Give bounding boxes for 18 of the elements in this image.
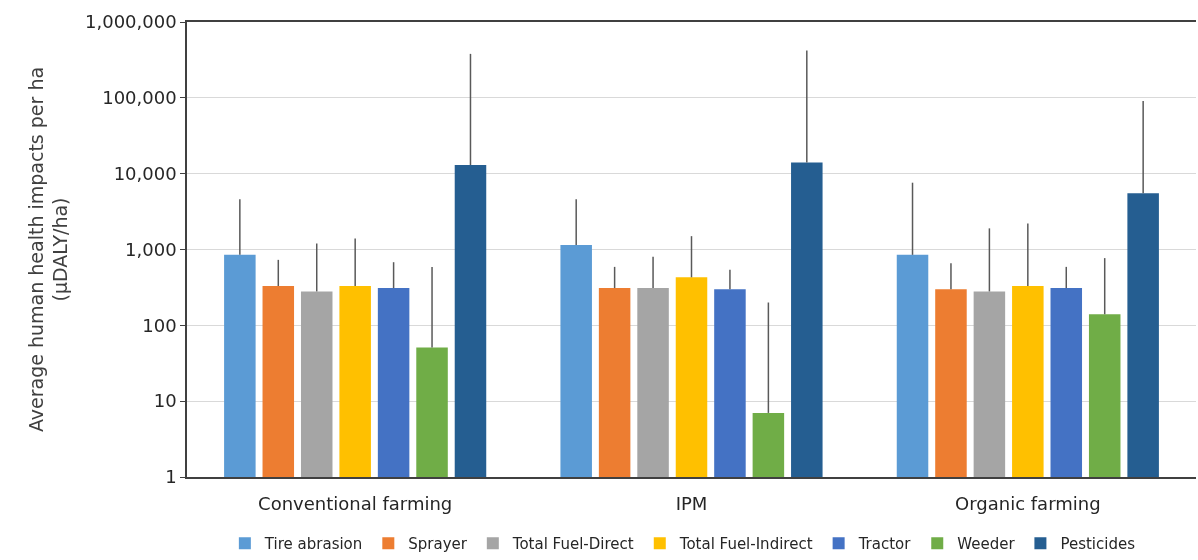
y-tick-label: 100,000 [102, 87, 177, 109]
x-tick-label: Conventional farming [258, 493, 453, 515]
legend-label: Total Fuel-Indirect [678, 535, 813, 554]
y-tick-label: 1 [165, 466, 177, 488]
legend-label: Weeder [957, 535, 1016, 554]
y-tick-label: 1,000 [125, 238, 177, 260]
legend-label: Tire abrasion [263, 535, 363, 554]
legend-label: Sprayer [408, 535, 468, 554]
y-axis-title: Average human health impacts per ha (µDALY/ha) [24, 66, 72, 433]
x-tick-label: IPM [675, 493, 708, 515]
y-tick-label: 10,000 [113, 162, 177, 184]
y-tick-label: 1,000,000 [85, 11, 177, 33]
legend-label: Pesticides [1060, 535, 1136, 554]
x-tick-label: Organic farming [955, 493, 1101, 515]
y-tick-label: 100 [142, 314, 177, 336]
y-tick-label: 10 [153, 390, 177, 412]
legend-label: Total Fuel-Direct [511, 535, 634, 554]
legend-label: Tractor [857, 535, 912, 554]
